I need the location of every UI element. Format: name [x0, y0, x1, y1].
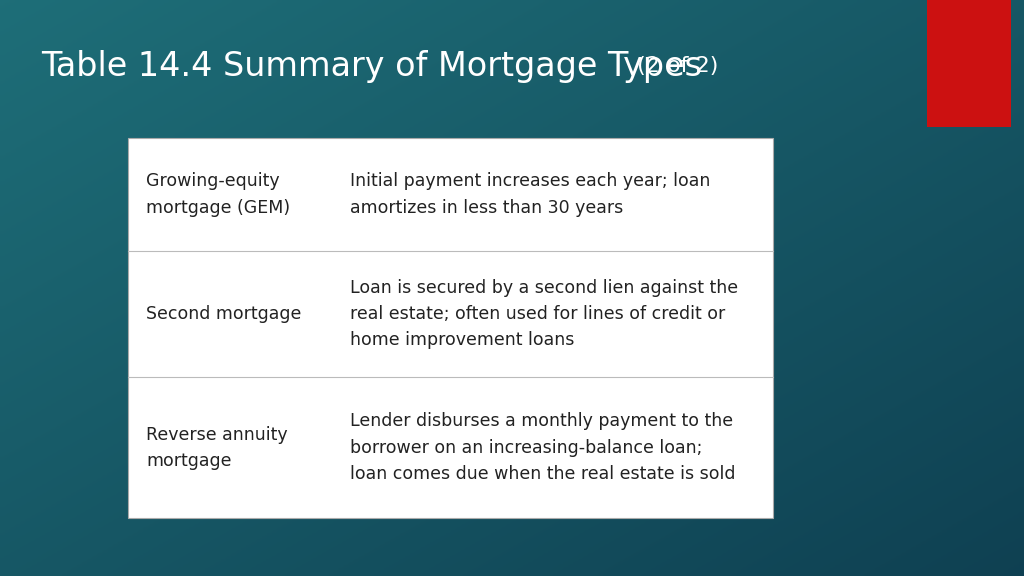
Text: Loan is secured by a second lien against the
real estate; often used for lines o: Loan is secured by a second lien against…: [349, 279, 737, 349]
Text: Growing-equity
mortgage (GEM): Growing-equity mortgage (GEM): [146, 172, 291, 217]
Text: (2 of 2): (2 of 2): [630, 56, 718, 76]
Text: Table 14.4 Summary of Mortgage Types: Table 14.4 Summary of Mortgage Types: [41, 50, 702, 83]
Text: Initial payment increases each year; loan
amortizes in less than 30 years: Initial payment increases each year; loa…: [349, 172, 710, 217]
Text: Reverse annuity
mortgage: Reverse annuity mortgage: [146, 426, 288, 470]
Text: Second mortgage: Second mortgage: [146, 305, 302, 323]
Bar: [927, 0, 1011, 127]
Bar: [128, 138, 773, 518]
Text: Lender disburses a monthly payment to the
borrower on an increasing-balance loan: Lender disburses a monthly payment to th…: [349, 412, 735, 483]
